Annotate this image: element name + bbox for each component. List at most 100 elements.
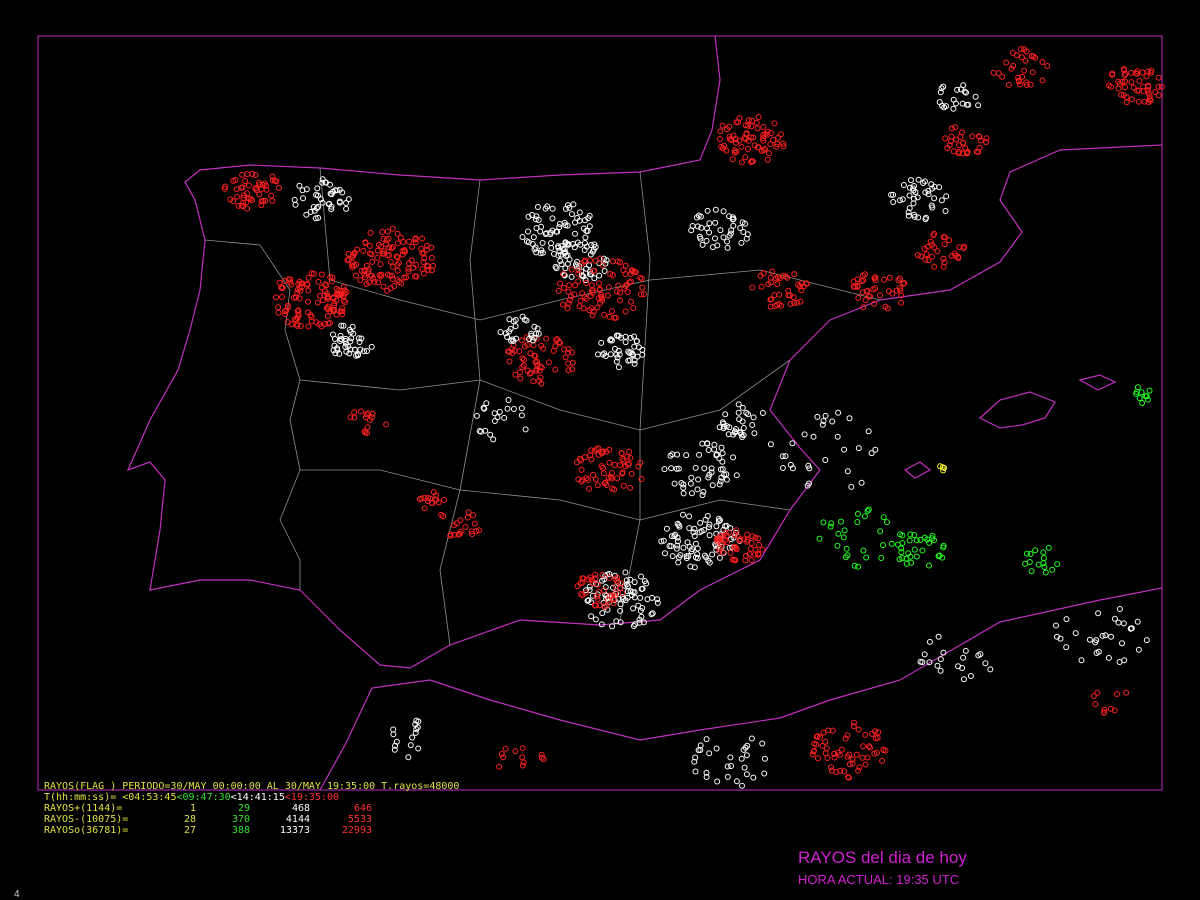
- count: 29: [238, 803, 250, 814]
- strike: [564, 305, 571, 312]
- strike: [806, 465, 813, 472]
- strike: [574, 583, 581, 590]
- strike: [429, 500, 436, 507]
- strike: [512, 371, 519, 378]
- strike: [410, 264, 417, 271]
- strike: [616, 351, 623, 358]
- strike: [900, 182, 907, 188]
- strike: [282, 311, 289, 318]
- strike: [692, 540, 699, 547]
- strike: [769, 268, 776, 275]
- strike: [425, 263, 432, 270]
- strike: [315, 278, 322, 285]
- strike: [565, 300, 572, 307]
- strike: [671, 480, 678, 487]
- strike: [627, 484, 634, 491]
- strike: [774, 141, 781, 147]
- strike: [239, 184, 246, 191]
- strike: [869, 730, 876, 737]
- strike: [340, 283, 347, 290]
- strike: [598, 463, 605, 470]
- strike: [835, 409, 842, 416]
- strike: [697, 747, 704, 753]
- strike: [901, 280, 908, 286]
- strike: [737, 225, 744, 231]
- strike: [742, 154, 749, 161]
- strike: [533, 367, 540, 374]
- strike: [394, 267, 401, 274]
- strike: [742, 122, 749, 129]
- strike: [619, 590, 626, 596]
- strike: [415, 718, 422, 725]
- strike: [389, 225, 396, 232]
- strike: [365, 268, 372, 275]
- strike: [701, 465, 708, 472]
- strike: [872, 735, 879, 742]
- strike: [1063, 644, 1070, 651]
- strike: [699, 241, 706, 248]
- strike: [749, 284, 756, 291]
- strike: [470, 512, 476, 519]
- strike: [777, 131, 784, 138]
- strike: [412, 729, 419, 736]
- strike: [982, 660, 989, 667]
- strike: [888, 540, 895, 547]
- strike: [749, 422, 756, 428]
- strike: [732, 428, 738, 435]
- strike: [658, 538, 665, 545]
- strike: [315, 203, 322, 210]
- strike: [284, 302, 291, 309]
- strike: [1049, 566, 1056, 573]
- strike: [357, 346, 364, 353]
- strike: [955, 150, 962, 157]
- strike: [751, 430, 758, 437]
- strike: [782, 273, 789, 280]
- strike: [703, 769, 710, 776]
- strike: [407, 742, 414, 749]
- strike: [279, 284, 286, 291]
- count: 370: [232, 814, 250, 825]
- strike: [744, 122, 751, 129]
- strike: [730, 216, 737, 222]
- strike: [425, 266, 432, 273]
- strike: [841, 446, 848, 453]
- strike: [755, 535, 762, 542]
- strike: [906, 205, 913, 212]
- strike: [305, 323, 312, 330]
- strike: [351, 414, 358, 421]
- strike: [748, 117, 755, 124]
- strike: [374, 254, 381, 261]
- strike: [609, 337, 615, 344]
- strike: [624, 461, 631, 468]
- strike: [1143, 637, 1150, 644]
- strike: [718, 444, 725, 451]
- region-border: [299, 359, 791, 431]
- strike: [471, 520, 478, 527]
- strike: [606, 575, 613, 581]
- strike: [730, 222, 737, 229]
- strike: [579, 579, 586, 586]
- strike: [592, 244, 599, 250]
- strike: [313, 319, 320, 326]
- strike: [918, 253, 924, 260]
- strike: [1101, 706, 1108, 713]
- strike: [576, 455, 583, 462]
- strike: [383, 421, 390, 428]
- strike: [702, 516, 709, 523]
- strike: [726, 123, 733, 130]
- strike: [498, 751, 505, 757]
- strike: [844, 732, 851, 739]
- strike: [369, 410, 376, 417]
- strike: [325, 303, 332, 310]
- strike: [605, 284, 612, 291]
- strike: [609, 272, 616, 279]
- strike: [597, 299, 604, 306]
- strike: [1021, 46, 1028, 53]
- strike: [814, 413, 821, 420]
- strike: [610, 584, 616, 591]
- strike: [284, 304, 291, 311]
- strike: [340, 297, 347, 304]
- strike: [745, 137, 752, 144]
- strike: [447, 531, 454, 538]
- strike: [587, 257, 594, 264]
